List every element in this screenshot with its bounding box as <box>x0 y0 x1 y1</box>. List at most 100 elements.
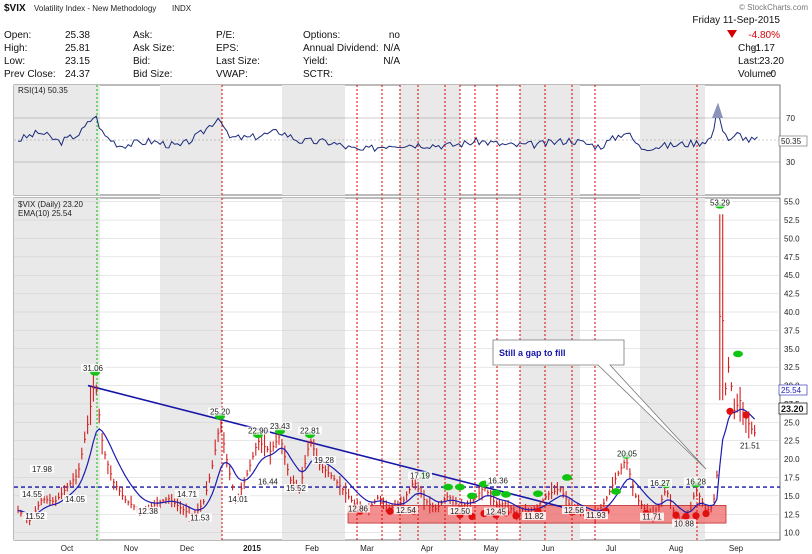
price-label-bg <box>615 449 639 458</box>
price-label-bg <box>738 441 762 450</box>
price-shade-band <box>400 198 460 540</box>
last-value: 23.20 <box>759 56 784 67</box>
month-label: 2015 <box>243 544 261 553</box>
month-label: Nov <box>124 544 138 553</box>
rsi-last-box <box>778 135 808 147</box>
ask-bid-label: Bid Size: <box>133 69 172 80</box>
quote-value: 25.38 <box>65 30 90 41</box>
price-value-label: 11.53 <box>190 513 210 522</box>
price-tick-label: 35.0 <box>784 345 800 354</box>
price-value-label: 11.52 <box>25 512 45 521</box>
symbol-label: $VIX <box>4 3 26 14</box>
chg-label: Chg: <box>738 43 759 54</box>
red-marker <box>512 512 520 520</box>
price-value-label: 12.50 <box>450 507 471 516</box>
price-label-bg <box>346 504 370 513</box>
price-label-bg <box>684 477 708 486</box>
rsi-panel: RSI(14) 50.35 70 50.35 30 <box>13 84 808 196</box>
options-label: Annual Dividend: <box>303 43 379 54</box>
price-label-bg <box>584 511 608 520</box>
gap-annotation: Still a gap to fill <box>492 339 707 470</box>
price-value-label: 53.29 <box>710 199 731 208</box>
price-tick-label: 12.5 <box>784 510 800 519</box>
price-last-value: 23.20 <box>781 404 804 414</box>
red-marker <box>692 512 700 520</box>
price-value-label: 16.44 <box>258 477 279 486</box>
price-value-label: 31.06 <box>83 364 104 373</box>
price-label-bg <box>175 489 199 498</box>
price-value-label: 25.20 <box>210 407 231 416</box>
volume-value: 0 <box>770 69 776 80</box>
options-dividend: Options: no Annual Dividend: N/A Yield: N/A SC… <box>303 30 400 80</box>
chg-value: -1.17 <box>752 43 775 54</box>
last-label: Last: <box>738 56 760 67</box>
price-value-label: 14.55 <box>22 490 43 499</box>
red-marker <box>702 509 710 518</box>
price-label-bg <box>30 464 54 473</box>
price-shade-band <box>282 198 345 540</box>
price-tick-label: 37.5 <box>784 326 800 335</box>
ema-last-box <box>778 384 808 396</box>
annotation-text: Still a gap to fill <box>499 348 566 358</box>
price-tick-label: 17.5 <box>784 473 800 482</box>
price-value-label: 12.86 <box>348 505 369 514</box>
price-label-bg <box>648 478 672 487</box>
price-tick-label: 32.5 <box>784 363 800 372</box>
price-tick-label: 52.5 <box>784 216 800 225</box>
price-tick-label: 20.0 <box>784 455 800 464</box>
price-label-bg <box>484 507 508 516</box>
options-label: Options: <box>303 30 340 41</box>
header-panel: $VIX Volatility Index - New Methodology … <box>0 0 812 82</box>
price-value-label: 14.71 <box>177 490 198 499</box>
ask-bid-label: Bid: <box>133 56 150 67</box>
month-label: Jun <box>542 544 555 553</box>
price-label-bg <box>284 483 308 492</box>
index-name: Volatility Index - New Methodology <box>34 4 156 13</box>
price-tick-label: 10.0 <box>784 529 800 538</box>
month-label: Jul <box>606 544 616 553</box>
month-label: Apr <box>421 544 434 553</box>
green-marker <box>533 490 543 497</box>
rsi-overbought-fill <box>712 102 723 118</box>
fundamental-label: P/E: <box>216 30 235 41</box>
down-arrow-icon <box>727 30 737 38</box>
price-label-bg <box>672 519 696 528</box>
fundamental-label: EPS: <box>216 43 239 54</box>
ask-bid-labels: Ask: Ask Size: Bid: Bid Size: <box>133 30 175 80</box>
price-label-bg <box>208 407 232 416</box>
exchange-label: INDX <box>172 4 192 13</box>
options-value: no <box>389 30 401 41</box>
rsi-line <box>17 109 758 153</box>
price-label-bg <box>23 511 47 520</box>
watermark: © StockCharts.com <box>739 3 808 12</box>
price-label-bg <box>268 422 292 431</box>
price-value-label: 16.28 <box>686 477 707 486</box>
price-value-label: 12.56 <box>564 506 585 515</box>
price-label-bg <box>486 476 510 485</box>
price-value-label: 16.36 <box>488 477 509 486</box>
ask-bid-label: Ask: <box>133 30 152 41</box>
price-label-bg <box>188 513 212 522</box>
quote-label: Prev Close: <box>4 69 56 80</box>
price-label-bg <box>640 512 664 521</box>
price-label-bg <box>20 489 44 498</box>
rsi-tick-70: 70 <box>786 114 795 123</box>
quote-value: 24.37 <box>65 69 90 80</box>
price-value-label: 23.43 <box>270 422 291 431</box>
quote-value: 25.81 <box>65 43 90 54</box>
red-marker <box>672 511 680 519</box>
green-marker <box>491 489 501 497</box>
volume-label: Volume: <box>738 69 774 80</box>
options-value: N/A <box>383 56 400 67</box>
price-value-label: 22.90 <box>248 427 269 436</box>
change-pct: -4.80% <box>748 30 780 41</box>
price-value-label: 11.71 <box>642 513 662 522</box>
price-tick-label: 25.0 <box>784 418 800 427</box>
month-label: May <box>483 544 498 553</box>
price-label-bg <box>256 477 280 486</box>
options-label: SCTR: <box>303 69 333 80</box>
price-tick-label: 15.0 <box>784 492 800 501</box>
price-last-box <box>778 402 808 415</box>
price-value-label: 20.05 <box>617 449 638 458</box>
